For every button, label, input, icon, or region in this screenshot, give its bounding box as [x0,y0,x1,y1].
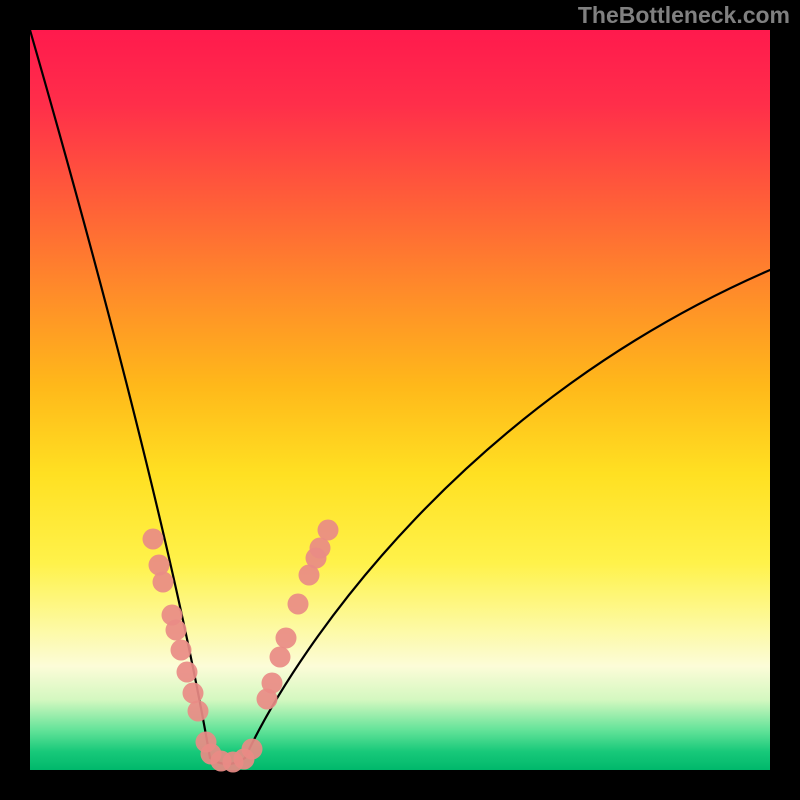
scatter-bottom-arc-point [242,739,263,760]
scatter-right-branch-point [310,538,331,559]
scatter-right-branch-point [318,520,339,541]
scatter-left-branch-point [153,572,174,593]
chart-svg [0,0,800,800]
chart-stage: TheBottleneck.com [0,0,800,800]
scatter-left-branch-point [143,529,164,550]
scatter-right-branch-point [262,673,283,694]
scatter-right-branch-point [288,594,309,615]
scatter-right-branch-point [270,647,291,668]
scatter-left-branch-point [166,620,187,641]
scatter-left-branch-point [183,683,204,704]
scatter-left-branch-point [188,701,209,722]
scatter-left-branch-point [177,662,198,683]
plot-background-gradient [30,30,770,770]
scatter-left-branch-point [171,640,192,661]
scatter-right-branch-point [276,628,297,649]
